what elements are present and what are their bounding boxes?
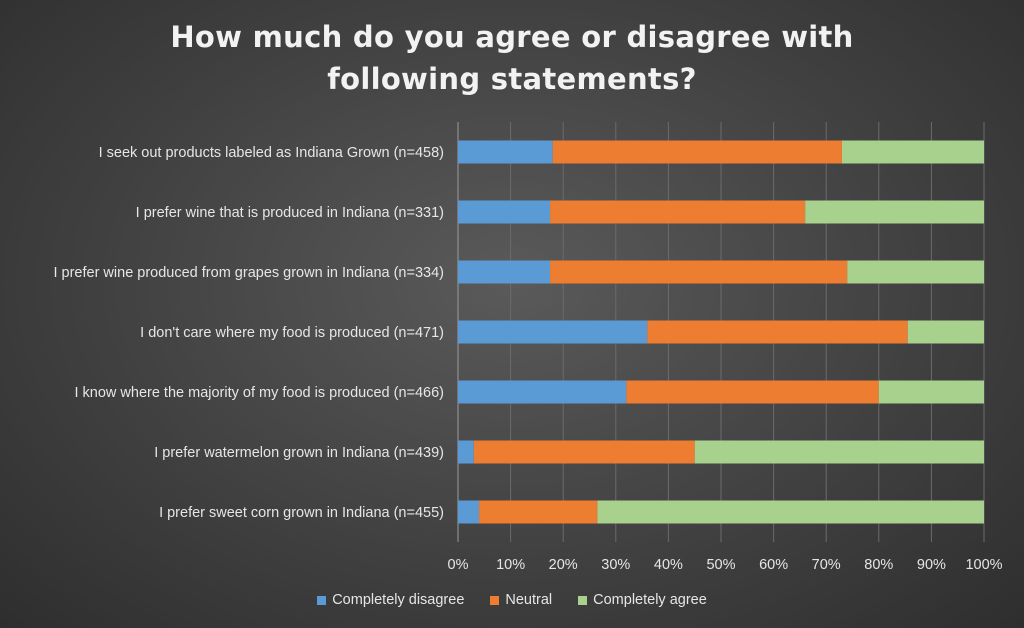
legend-swatch <box>317 595 327 605</box>
legend-label: Neutral <box>505 592 553 608</box>
legend-item: Completely agree <box>578 592 707 608</box>
bar-neutral <box>550 200 806 224</box>
bar-completely-agree <box>878 380 984 404</box>
bar-neutral <box>552 140 842 164</box>
x-tick-label: 90% <box>917 557 946 573</box>
category-label: I prefer sweet corn grown in Indiana (n=… <box>159 505 444 521</box>
bar-completely-agree <box>847 260 984 284</box>
x-tick-label: 30% <box>601 557 630 573</box>
x-tick-label: 70% <box>812 557 841 573</box>
category-label: I seek out products labeled as Indiana G… <box>99 145 444 161</box>
bar-completely-agree <box>841 140 984 164</box>
bar-neutral <box>473 440 695 464</box>
bar-neutral <box>626 380 879 404</box>
category-label: I prefer wine that is produced in Indian… <box>136 205 444 221</box>
bar-completely-agree <box>597 500 984 524</box>
legend-swatch <box>578 595 588 605</box>
legend-swatch <box>490 595 500 605</box>
x-tick-label: 20% <box>549 557 578 573</box>
bar-completely-disagree <box>458 200 551 224</box>
category-label: I know where the majority of my food is … <box>74 385 444 401</box>
legend-item: Neutral <box>490 592 552 608</box>
bar-completely-disagree <box>458 500 480 524</box>
x-tick-label: 50% <box>706 557 735 573</box>
bar-completely-agree <box>805 200 984 224</box>
bar-completely-disagree <box>458 320 648 344</box>
bar-neutral <box>479 500 598 524</box>
bar-neutral <box>647 320 908 344</box>
chart-title: How much do you agree or disagree with f… <box>0 16 1024 100</box>
legend-label: Completely disagree <box>332 592 465 608</box>
category-label: I don't care where my food is produced (… <box>140 325 444 341</box>
bar-completely-disagree <box>458 140 553 164</box>
bar-completely-agree <box>907 320 984 344</box>
x-tick-label: 40% <box>654 557 683 573</box>
x-tick-label: 80% <box>864 557 893 573</box>
x-tick-label: 100% <box>965 557 1002 573</box>
x-tick-label: 10% <box>496 557 525 573</box>
category-label: I prefer watermelon grown in Indiana (n=… <box>154 445 444 461</box>
bar-completely-disagree <box>458 260 551 284</box>
chart-legend: Completely disagree Neutral Completely agr… <box>0 592 1024 608</box>
bar-completely-agree <box>694 440 984 464</box>
bar-completely-disagree <box>458 440 474 464</box>
category-label: I prefer wine produced from grapes grown… <box>53 265 444 281</box>
legend-item: Completely disagree <box>317 592 464 608</box>
bar-completely-disagree <box>458 380 627 404</box>
x-tick-label: 0% <box>448 557 469 573</box>
bar-neutral <box>550 260 848 284</box>
legend-label: Completely agree <box>593 592 707 608</box>
chart-title-line-1: How much do you agree or disagree with <box>170 20 854 54</box>
x-tick-label: 60% <box>759 557 788 573</box>
chart-title-line-2: following statements? <box>327 62 697 96</box>
